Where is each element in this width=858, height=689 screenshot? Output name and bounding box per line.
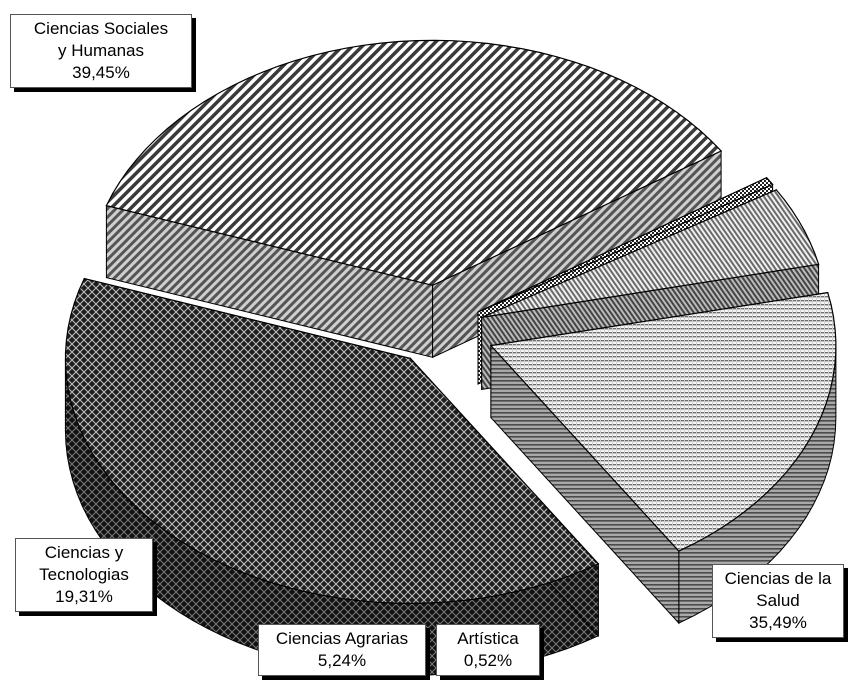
- label-line: y Humanas: [58, 41, 144, 60]
- data-label: 39,45%: [72, 63, 130, 82]
- label-ciencias-tecnologias: Ciencias y Tecnologias 19,31%: [15, 538, 153, 612]
- label-artistica: Artística 0,52%: [436, 624, 540, 676]
- label-line: Ciencias y: [44, 543, 124, 562]
- data-label: 19,31%: [55, 587, 113, 606]
- slice-ciencias-salud: [105, 39, 723, 359]
- label-ciencias-sociales: Ciencias Sociales y Humanas 39,45%: [10, 14, 192, 88]
- data-label: 35,49%: [749, 613, 807, 632]
- label-line: Ciencias Sociales: [33, 19, 169, 38]
- slice-top-face: [64, 277, 600, 605]
- label-ciencias-agrarias: Ciencias Agrarias 5,24%: [258, 624, 426, 676]
- slice-top-face: [489, 291, 837, 552]
- slice-ciencias-sociales: [64, 277, 600, 676]
- label-ciencias-salud: Ciencias de la Salud 35,49%: [712, 564, 844, 638]
- label-line: Artística: [457, 629, 519, 648]
- slice-ciencias-tecnologias: [489, 291, 837, 625]
- slice-top-face: [481, 189, 820, 318]
- data-label: 0,52%: [463, 651, 513, 670]
- label-line: Tecnologias: [39, 565, 129, 584]
- label-line: Salud: [756, 591, 800, 610]
- label-line: Ciencias de la: [724, 569, 832, 588]
- slice-top-face: [477, 176, 774, 313]
- slice-top-face: [105, 39, 723, 286]
- label-line: Ciencias Agrarias: [275, 629, 409, 648]
- data-label: 5,24%: [317, 651, 367, 670]
